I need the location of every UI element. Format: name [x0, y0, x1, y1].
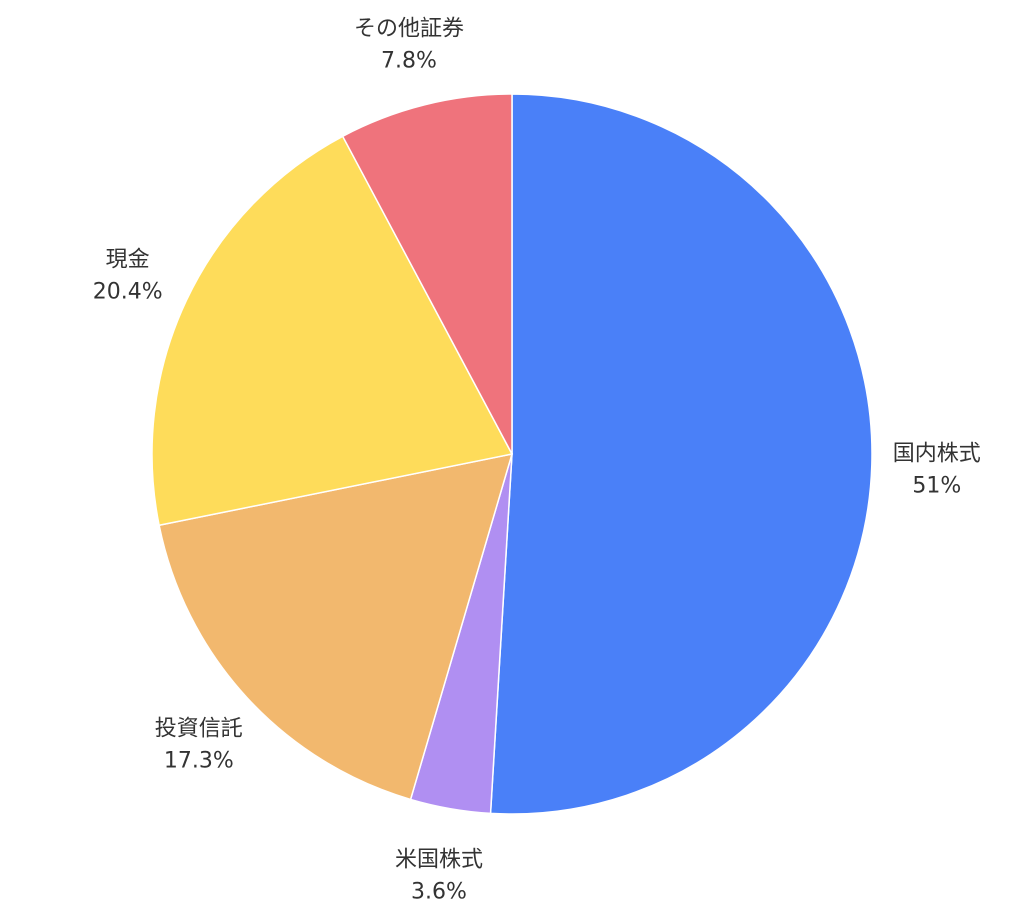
slice-label: 現金: [106, 248, 150, 273]
slice-percent-label: 17.3%: [164, 748, 234, 773]
slice-percent-label: 20.4%: [93, 280, 163, 305]
slice-label: 投資信託: [155, 716, 243, 741]
pie-slice-4: [341, 93, 513, 455]
slice-label: その他証券: [354, 17, 464, 42]
slice-percent-label: 3.6%: [411, 880, 467, 905]
pie-slice-0: [489, 93, 873, 815]
pie-slice-3: [151, 135, 514, 527]
slice-percent-label: 7.8%: [381, 49, 437, 74]
slice-label: 米国株式: [395, 848, 483, 873]
slice-percent-label: 51%: [912, 474, 961, 499]
slice-label: 国内株式: [893, 442, 981, 467]
pie-slice-2: [158, 453, 514, 801]
